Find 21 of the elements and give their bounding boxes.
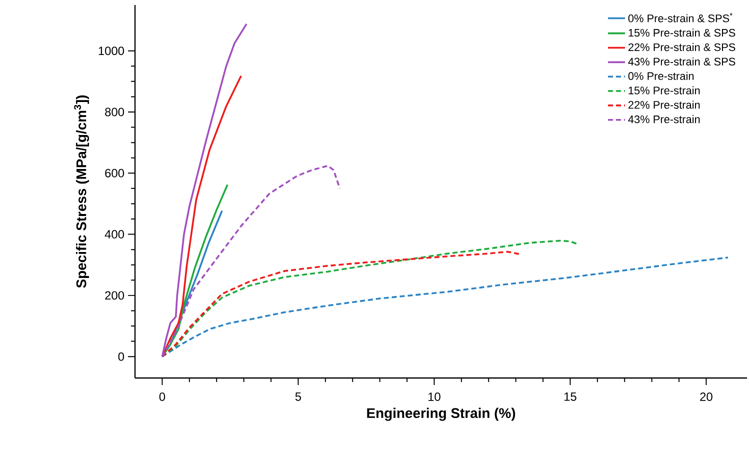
x-tick-label: 20 (700, 392, 712, 401)
y-tick-label: 400 (104, 230, 124, 239)
x-axis-title: Engineering Strain (%) (367, 408, 516, 421)
y-tick-label: 200 (105, 291, 124, 300)
y-tick-label: 600 (105, 168, 124, 178)
y-tick-label: 1000 (98, 46, 124, 56)
x-tick-label: 15 (564, 392, 576, 401)
y-axis-title: Specific Stress (MPa/[g/cm$^{3}$]) (74, 95, 90, 288)
legend-label: 15% Pre-strain (628, 86, 700, 94)
legend-label: 0% Pre-strain & SPS$^{*}$ (628, 12, 732, 22)
x-tick-label: 10 (428, 392, 440, 401)
legend-label: 0% Pre-strain (628, 72, 694, 80)
legend-label: 43% Pre-strain & SPS (628, 57, 736, 66)
x-tick-label: 0 (159, 392, 166, 401)
legend-label: 22% Pre-strain & SPS (628, 43, 736, 52)
legend-label: 15% Pre-strain & SPS (628, 28, 736, 37)
legend-label: 22% Pre-strain (628, 100, 700, 109)
y-tick-label: 800 (105, 108, 124, 116)
legend-label: 43% Pre-strain (628, 115, 700, 124)
y-tick-label: 0 (118, 352, 124, 361)
x-tick-label: 5 (295, 392, 302, 401)
